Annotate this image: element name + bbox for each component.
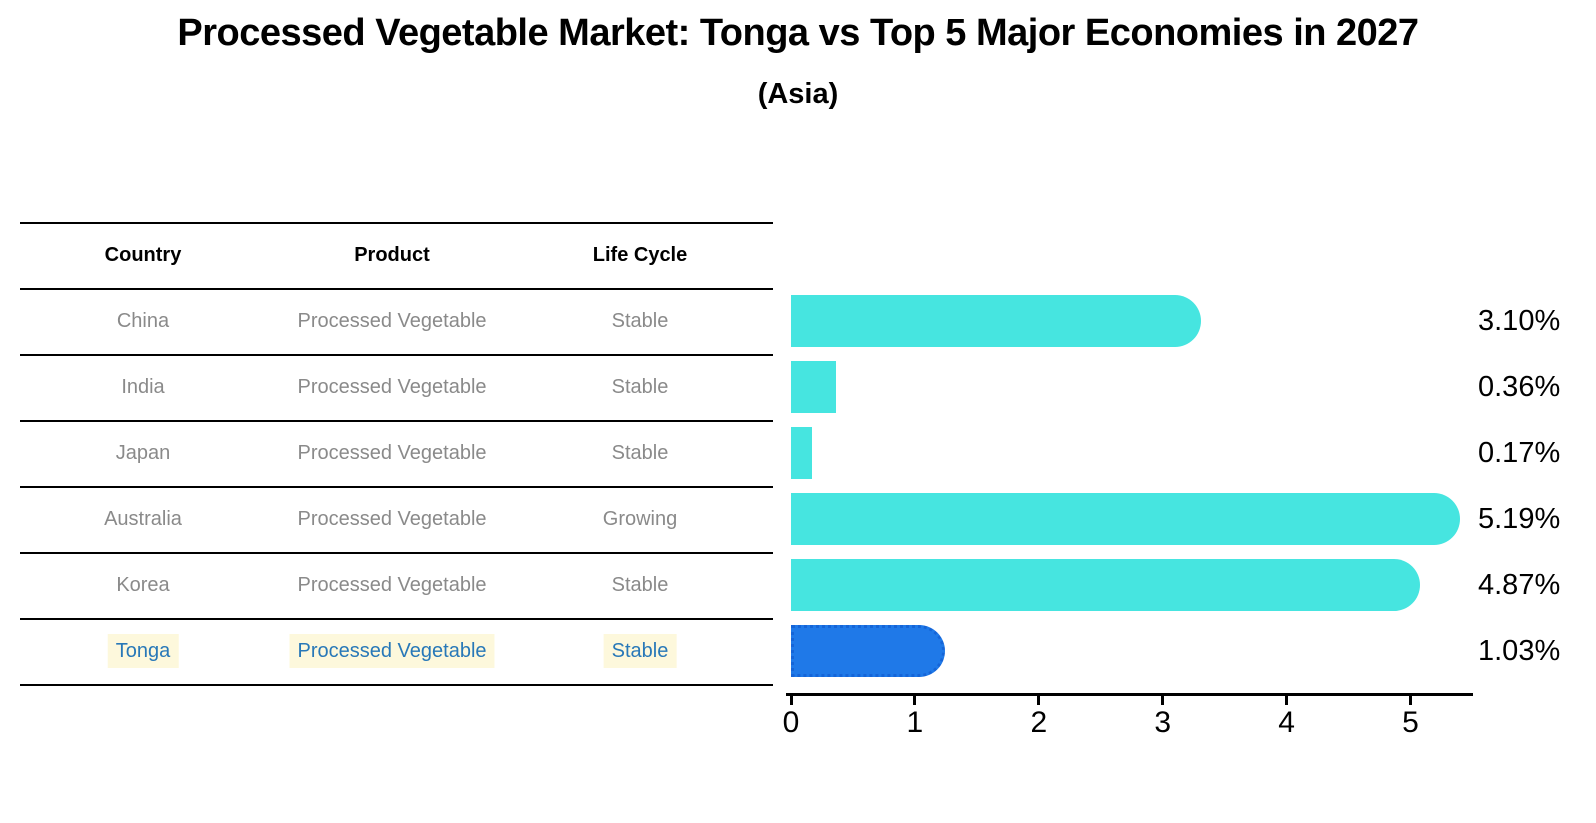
table-cell-life-cycle: Growing <box>602 508 678 530</box>
bar-tonga <box>791 625 945 677</box>
bar-value-label: 4.87% <box>1478 569 1561 601</box>
table-cell-product: Processed Vegetable <box>289 634 495 668</box>
x-axis-tick-label: 0 <box>782 706 800 739</box>
bar-value-label: 1.03% <box>1478 635 1561 667</box>
table-divider <box>20 684 773 686</box>
x-axis-tick-mark <box>1285 696 1289 705</box>
table-divider <box>20 552 773 554</box>
table-cell-product: Processed Vegetable <box>297 508 487 530</box>
chart-subtitle: (Asia) <box>757 78 839 110</box>
table-divider <box>20 618 773 620</box>
table-cell-life-cycle: Stable <box>611 574 669 596</box>
x-axis-tick-mark <box>913 696 917 705</box>
column-header-life-cycle: Life Cycle <box>592 244 688 266</box>
table-cell-life-cycle: Stable <box>603 634 677 668</box>
table-cell-product: Processed Vegetable <box>297 310 487 332</box>
column-header-country: Country <box>104 244 182 266</box>
x-axis-tick-label: 4 <box>1278 706 1295 739</box>
x-axis-tick-label: 5 <box>1402 706 1419 739</box>
bar-value-label: 3.10% <box>1478 305 1561 337</box>
table-cell-country: Japan <box>115 442 171 464</box>
x-axis-tick-mark <box>789 696 793 705</box>
bar-value-label: 0.17% <box>1478 437 1561 469</box>
chart-title: Processed Vegetable Market: Tonga vs Top… <box>177 12 1419 54</box>
table-cell-country: China <box>116 310 170 332</box>
x-axis-tick-mark <box>1161 696 1165 705</box>
bar-japan <box>791 427 813 479</box>
bar-korea <box>791 559 1421 611</box>
column-header-product: Product <box>354 244 430 266</box>
bar-value-label: 0.36% <box>1478 371 1561 403</box>
table-cell-country: Tonga <box>107 634 179 668</box>
table-cell-country: India <box>121 376 165 398</box>
table-divider <box>20 486 773 488</box>
table-cell-country: Korea <box>116 574 170 596</box>
x-axis-tick-mark <box>1037 696 1041 705</box>
table-divider <box>20 354 773 356</box>
table-cell-life-cycle: Stable <box>611 376 669 398</box>
bar-india <box>791 361 836 413</box>
x-axis-tick-label: 2 <box>1030 706 1048 739</box>
x-axis-tick-label: 1 <box>906 706 924 739</box>
table-cell-product: Processed Vegetable <box>297 442 487 464</box>
x-axis-tick-mark <box>1409 696 1412 705</box>
table-cell-product: Processed Vegetable <box>297 376 487 398</box>
x-axis-tick-label: 3 <box>1154 706 1172 739</box>
table-cell-life-cycle: Stable <box>611 442 669 464</box>
table-cell-life-cycle: Stable <box>611 310 669 332</box>
table-cell-country: Australia <box>104 508 182 530</box>
bar-china <box>791 295 1202 347</box>
table-cell-product: Processed Vegetable <box>297 574 487 596</box>
x-axis-line <box>786 693 1473 696</box>
table-divider <box>20 420 773 422</box>
table-divider <box>20 288 773 290</box>
bar-australia <box>791 493 1461 545</box>
bar-value-label: 5.19% <box>1478 503 1561 535</box>
table-divider <box>20 222 773 224</box>
